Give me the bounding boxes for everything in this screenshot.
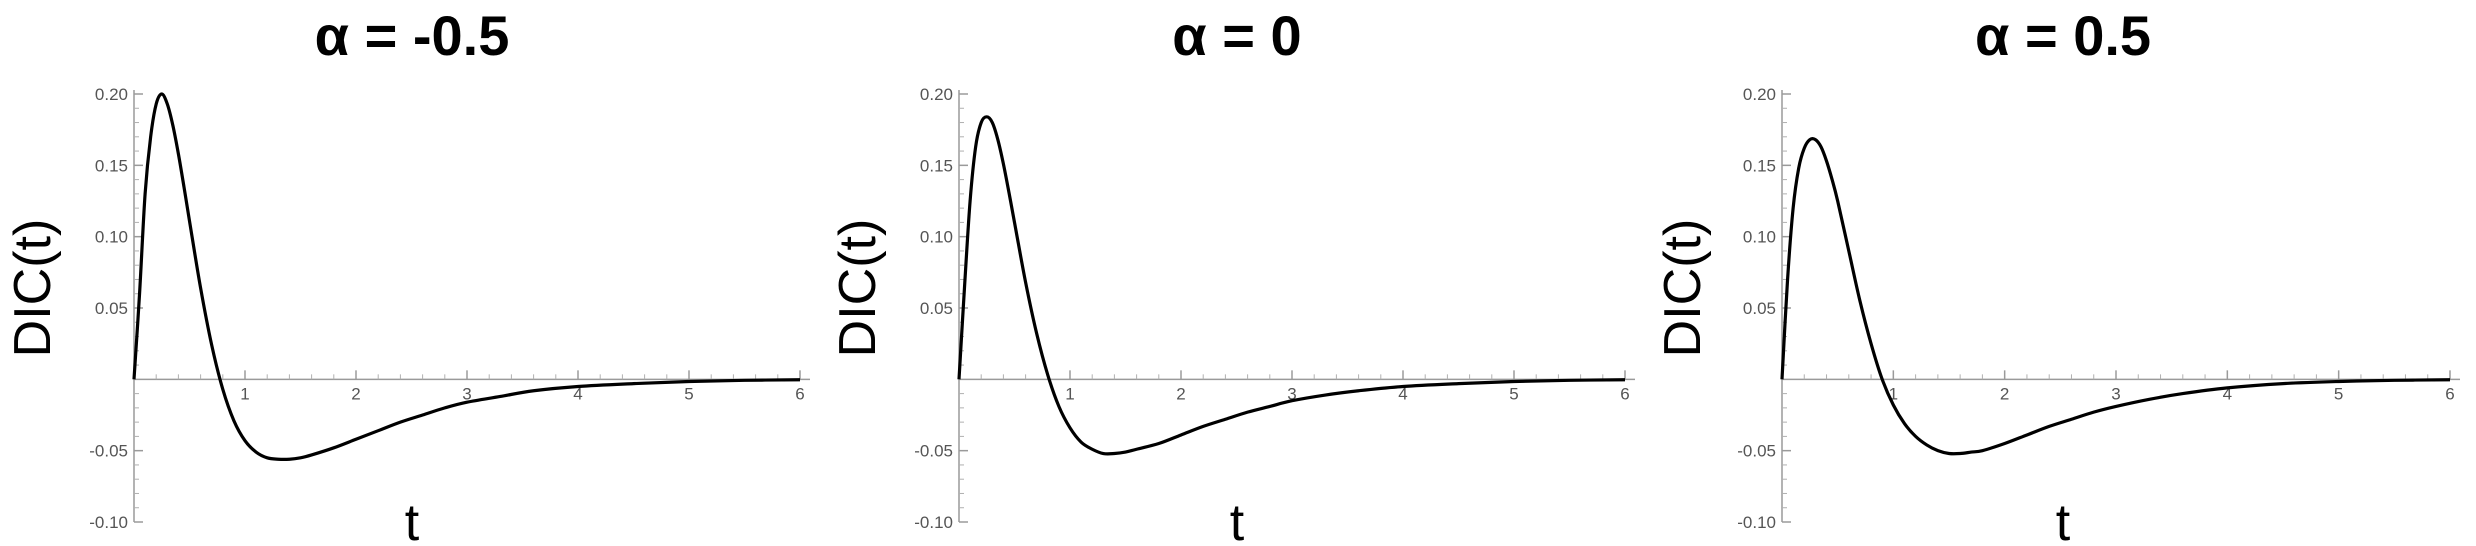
y-tick-label: -0.05 [89,442,128,461]
series-line [957,115,1626,456]
chart-title: α = 0 [1172,4,1302,67]
x-tick-label: 6 [1620,384,1629,403]
x-axis-label: t [2056,494,2071,546]
y-tick-label: 0.15 [1743,156,1776,175]
y-tick-label: 0.10 [920,228,953,247]
y-tick-label: 0.20 [1743,85,1776,104]
y-tick-label: -0.10 [89,513,128,532]
x-tick-label: 6 [795,384,804,403]
x-tick-label: 3 [1287,384,1296,403]
x-tick-label: 3 [2111,384,2120,403]
chart-plot: 1 2 3 4 5 6 -0.10 -0.05 0.05 0.10 0.15 0.20 t DIC(t) [1654,85,2460,546]
y-tick-label: 0.20 [95,85,128,104]
y-tick-label: 0.15 [920,156,953,175]
y-tick-label: -0.10 [1737,513,1776,532]
y-tick-label: -0.10 [914,513,953,532]
y-axis-label: DIC(t) [1654,219,1712,358]
y-axis-label: DIC(t) [4,219,62,358]
x-tick-label: 2 [2000,384,2009,403]
chart-plot: 1 2 3 4 5 6 -0.10 -0.05 0.05 0.10 0.15 0.20 t DIC(t) [4,85,810,546]
y-axis-label: DIC(t) [829,219,887,358]
series-line [1780,137,2451,456]
y-tick-label: 0.20 [920,85,953,104]
y-tick-label: -0.05 [1737,442,1776,461]
x-tick-label: 1 [1889,384,1898,403]
x-tick-label: 1 [240,384,249,403]
x-tick-label: 5 [684,384,693,403]
y-tick-label: 0.05 [1743,299,1776,318]
x-tick-label: 3 [462,384,471,403]
x-tick-label: 1 [1065,384,1074,403]
chart-panel-1: α = -0.5 1 2 3 4 5 6 -0.10 -0.05 0.05 0.10 0.15 0.2… [0,0,825,546]
chart-panel-2: α = 0 1 2 3 4 5 6 -0.10 -0.05 0.05 0.10 0.15 0.20 t D… [825,0,1650,546]
chart-title: α = -0.5 [314,4,510,67]
x-tick-label: 6 [2445,384,2454,403]
y-tick-label: 0.15 [95,156,128,175]
x-axis-label: t [1230,494,1245,546]
x-tick-label: 5 [2334,384,2343,403]
y-tick-label: 0.05 [95,299,128,318]
x-tick-label: 2 [1176,384,1185,403]
series-line [132,92,801,462]
y-tick-label: -0.05 [914,442,953,461]
x-tick-label: 4 [1398,384,1407,403]
x-axis-label: t [405,494,420,546]
x-tick-label: 5 [1509,384,1518,403]
x-tick-label: 4 [2223,384,2232,403]
y-tick-label: 0.05 [920,299,953,318]
x-tick-label: 4 [573,384,582,403]
y-tick-label: 0.10 [1743,228,1776,247]
chart-title: α = 0.5 [1974,4,2152,67]
y-tick-label: 0.10 [95,228,128,247]
x-tick-label: 2 [351,384,360,403]
chart-panel-3: α = 0.5 1 2 3 4 5 6 -0.10 -0.05 0.05 0.10 0.15 0.20… [1650,0,2476,546]
chart-plot: 1 2 3 4 5 6 -0.10 -0.05 0.05 0.10 0.15 0.20 t DIC(t) [829,85,1635,546]
